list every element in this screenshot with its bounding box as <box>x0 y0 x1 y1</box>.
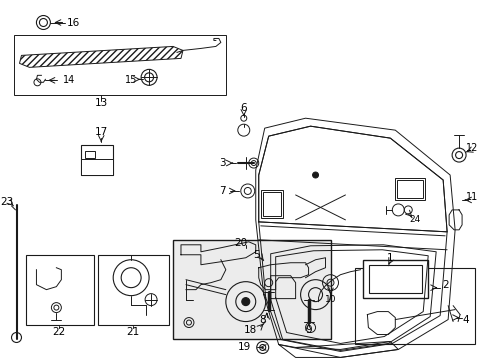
Bar <box>81 159 113 175</box>
Bar <box>396 180 422 198</box>
Bar <box>262 192 280 216</box>
Text: 14: 14 <box>63 75 75 85</box>
Polygon shape <box>20 46 183 67</box>
Bar <box>98 255 169 324</box>
Text: 9: 9 <box>305 324 311 334</box>
Text: 20: 20 <box>234 238 247 248</box>
Bar <box>355 268 474 345</box>
Text: 12: 12 <box>465 143 477 153</box>
Text: 2: 2 <box>441 280 447 290</box>
Text: 23: 23 <box>0 197 13 207</box>
Text: 24: 24 <box>409 215 420 224</box>
Circle shape <box>241 298 249 306</box>
Bar <box>260 190 282 218</box>
Text: 1: 1 <box>386 253 393 263</box>
Bar <box>363 260 427 298</box>
Text: 8: 8 <box>259 315 265 325</box>
Text: 15: 15 <box>125 75 137 85</box>
Bar <box>85 151 95 158</box>
Circle shape <box>312 172 318 178</box>
Text: 21: 21 <box>126 327 140 337</box>
Bar <box>368 265 421 293</box>
Text: 6: 6 <box>240 103 246 113</box>
Text: 5: 5 <box>253 250 260 260</box>
Bar <box>81 145 113 175</box>
Text: 11: 11 <box>465 192 477 202</box>
Text: 13: 13 <box>94 98 108 108</box>
Text: 10: 10 <box>324 295 336 304</box>
Text: 22: 22 <box>53 327 66 337</box>
Bar <box>394 178 425 200</box>
Text: 4: 4 <box>462 315 468 325</box>
Text: 18: 18 <box>244 324 257 334</box>
Text: 17: 17 <box>94 127 108 137</box>
Bar <box>26 255 94 324</box>
Text: 19: 19 <box>238 342 251 352</box>
Text: 16: 16 <box>66 18 80 27</box>
Bar <box>14 36 225 95</box>
Bar <box>173 240 330 339</box>
Text: 3: 3 <box>219 158 225 168</box>
Text: 7: 7 <box>219 186 225 196</box>
